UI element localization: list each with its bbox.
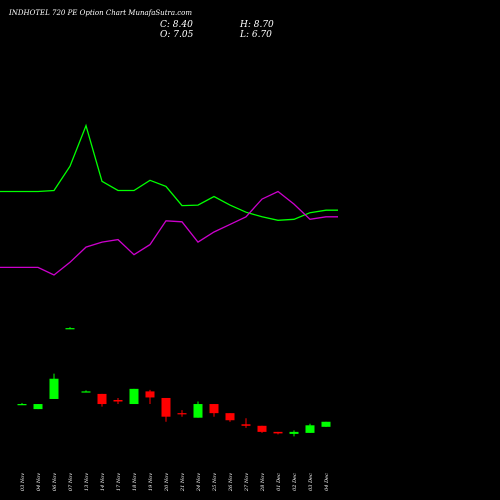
candle-19-nov xyxy=(145,389,155,405)
magenta-indicator-line xyxy=(0,190,338,276)
close-price-label: C: 8.40 xyxy=(160,20,193,30)
x-axis-labels: 03 Nov 04 Nov 06 Nov 07 Nov 13 Nov 14 Nov 17 N… xyxy=(20,473,330,492)
low-price-label: L: 6.70 xyxy=(239,30,272,40)
candle-20-nov xyxy=(161,397,171,422)
x-tick-label: 25 Nov xyxy=(212,473,218,492)
candle-14-nov xyxy=(97,393,107,407)
candle-body xyxy=(257,425,267,432)
x-tick-label: 21 Nov xyxy=(180,473,186,492)
candle-01-dec xyxy=(273,431,283,435)
candle-body xyxy=(113,399,123,402)
indicator-lines xyxy=(0,123,338,276)
x-tick-label: 03 Nov xyxy=(20,473,26,491)
green-indicator-line xyxy=(0,123,338,221)
candle-24-nov xyxy=(193,401,203,418)
candles xyxy=(17,327,331,437)
high-price-label: H: 8.70 xyxy=(239,20,274,30)
x-tick-label: 01 Dec xyxy=(276,473,282,491)
candle-body xyxy=(289,431,299,434)
candle-28-nov xyxy=(257,425,267,433)
chart-title: INDHOTEL 720 PE Option Chart MunafaSutra… xyxy=(8,9,192,17)
candle-04-nov xyxy=(33,404,43,410)
candle-body xyxy=(129,388,139,405)
x-tick-label: 26 Nov xyxy=(228,473,234,492)
candle-body xyxy=(321,421,331,427)
x-tick-label: 13 Nov xyxy=(84,473,90,491)
x-tick-label: 03 Dec xyxy=(308,473,314,491)
candle-06-nov xyxy=(49,373,59,399)
candle-17-nov xyxy=(113,397,123,405)
candle-27-nov xyxy=(241,418,251,428)
candle-03-dec xyxy=(305,423,315,433)
candle-body xyxy=(65,328,75,330)
candle-18-nov xyxy=(129,388,139,405)
candle-26-nov xyxy=(225,413,235,422)
candle-body xyxy=(97,393,107,405)
candle-body xyxy=(145,391,155,398)
candle-body xyxy=(209,404,219,414)
x-tick-label: 14 Nov xyxy=(100,473,106,491)
x-tick-label: 28 Nov xyxy=(260,473,266,492)
candle-body xyxy=(161,397,171,417)
x-tick-label: 04 Nov xyxy=(36,473,42,491)
x-tick-label: 04 Dec xyxy=(324,473,330,491)
x-tick-label: 18 Nov xyxy=(132,473,138,491)
candle-body xyxy=(305,425,315,433)
candle-07-nov xyxy=(65,327,75,330)
candle-13-nov xyxy=(81,390,91,393)
candle-body xyxy=(177,413,187,415)
candle-body xyxy=(273,431,283,434)
candle-04-dec xyxy=(321,421,331,427)
candle-25-nov xyxy=(209,404,219,417)
candle-body xyxy=(241,424,251,426)
candle-body xyxy=(49,378,59,399)
x-tick-label: 19 Nov xyxy=(148,473,154,491)
candle-body xyxy=(193,404,203,418)
x-tick-label: 24 Nov xyxy=(196,473,202,492)
candle-body xyxy=(33,404,43,410)
x-tick-label: 17 Nov xyxy=(116,473,122,491)
open-price-label: O: 7.05 xyxy=(160,30,194,40)
candle-body xyxy=(17,404,27,406)
x-tick-label: 07 Nov xyxy=(68,473,74,491)
candle-02-dec xyxy=(289,430,299,437)
candle-body xyxy=(225,413,235,421)
x-tick-label: 27 Nov xyxy=(244,473,250,492)
x-tick-label: 02 Dec xyxy=(292,473,298,491)
x-tick-label: 06 Nov xyxy=(52,473,58,491)
candle-body xyxy=(81,391,91,393)
candle-03-nov xyxy=(17,403,27,406)
candle-21-nov xyxy=(177,410,187,417)
x-tick-label: 20 Nov xyxy=(164,473,170,492)
